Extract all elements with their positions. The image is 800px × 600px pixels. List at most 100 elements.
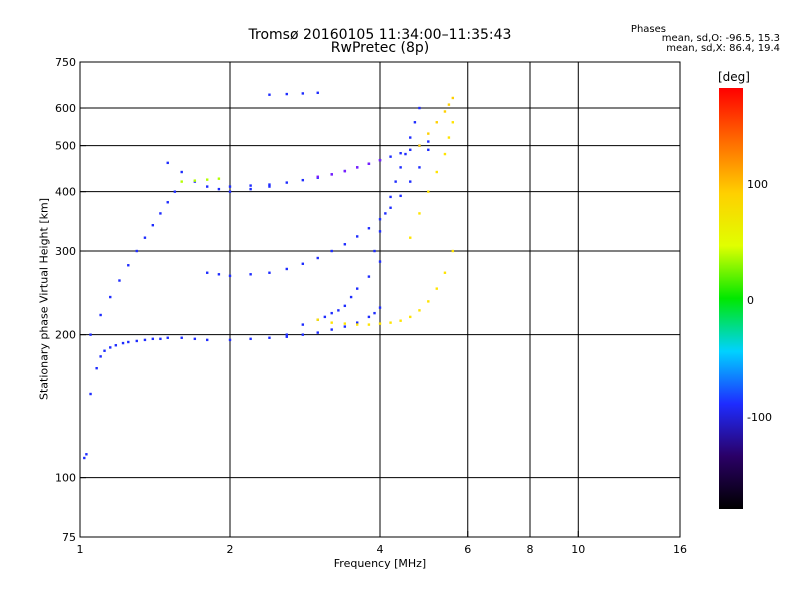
data-point bbox=[435, 287, 438, 290]
y-tick-label: 75 bbox=[62, 531, 76, 544]
data-point bbox=[399, 194, 402, 198]
data-point bbox=[159, 212, 162, 215]
data-point bbox=[205, 338, 209, 342]
x-tick-label: 16 bbox=[673, 543, 687, 556]
data-point bbox=[89, 392, 92, 396]
data-point bbox=[193, 179, 197, 182]
data-point bbox=[355, 287, 359, 290]
data-point bbox=[228, 274, 232, 278]
phase-colorbar bbox=[719, 88, 743, 509]
colorbar-label: [deg] bbox=[718, 70, 750, 84]
data-point bbox=[193, 337, 197, 341]
data-point bbox=[418, 212, 421, 215]
data-point bbox=[301, 178, 305, 182]
chart-subtitle: RwPretec (8p) bbox=[330, 40, 430, 56]
data-point bbox=[443, 110, 447, 113]
x-tick-label: 6 bbox=[464, 543, 471, 556]
data-point bbox=[217, 177, 221, 180]
x-tick-label: 10 bbox=[571, 543, 585, 556]
data-point bbox=[409, 236, 412, 239]
data-point bbox=[127, 264, 130, 267]
y-tick-label: 100 bbox=[55, 472, 76, 485]
data-point bbox=[301, 323, 305, 326]
x-tick-label: 1 bbox=[77, 543, 84, 556]
data-point bbox=[109, 346, 112, 349]
data-point bbox=[378, 230, 382, 233]
data-point bbox=[205, 178, 209, 181]
data-point bbox=[109, 295, 112, 299]
data-point bbox=[418, 309, 421, 312]
data-point bbox=[285, 267, 288, 271]
data-point bbox=[285, 333, 288, 336]
data-point bbox=[268, 93, 271, 96]
data-point bbox=[166, 201, 169, 204]
data-point bbox=[389, 206, 392, 209]
data-point bbox=[435, 121, 438, 124]
data-point bbox=[127, 340, 130, 344]
data-point bbox=[268, 271, 271, 274]
data-point bbox=[89, 333, 92, 336]
data-point bbox=[399, 152, 402, 155]
data-point bbox=[285, 181, 288, 184]
data-point bbox=[435, 170, 438, 174]
data-point bbox=[135, 249, 138, 253]
data-point bbox=[268, 336, 271, 339]
phase-x-stats: mean, sd,X: 86.4, 19.4 bbox=[666, 43, 780, 54]
data-point bbox=[451, 249, 455, 253]
data-point bbox=[268, 185, 271, 188]
data-point bbox=[268, 183, 271, 186]
data-point bbox=[180, 180, 183, 183]
x-tick-label: 2 bbox=[227, 543, 234, 556]
data-point bbox=[343, 243, 347, 246]
data-point bbox=[166, 161, 169, 165]
data-point bbox=[103, 349, 106, 352]
y-axis-label: Stationary phase Virtual Height [km] bbox=[37, 197, 51, 401]
data-point bbox=[285, 92, 288, 96]
data-point bbox=[316, 175, 319, 178]
data-point bbox=[427, 300, 430, 303]
data-point bbox=[355, 235, 359, 238]
data-point bbox=[99, 313, 102, 317]
data-point bbox=[451, 96, 455, 100]
data-point bbox=[166, 336, 169, 339]
data-point bbox=[173, 190, 177, 193]
data-point bbox=[373, 311, 376, 315]
data-point bbox=[151, 337, 155, 341]
colorbar-tick-minus100: -100 bbox=[747, 411, 772, 424]
data-point bbox=[404, 152, 407, 156]
data-point bbox=[330, 173, 333, 176]
data-point bbox=[205, 185, 209, 188]
data-point bbox=[367, 275, 371, 278]
data-point bbox=[205, 271, 209, 274]
data-point bbox=[343, 304, 347, 308]
y-tick-label: 300 bbox=[55, 245, 76, 258]
data-point bbox=[394, 180, 397, 183]
chart-title: Tromsø 20160105 11:34:00–11:35:43 bbox=[248, 27, 512, 43]
data-point bbox=[316, 91, 319, 94]
y-tick-label: 750 bbox=[55, 56, 76, 69]
data-point bbox=[427, 132, 430, 135]
data-point bbox=[451, 121, 455, 124]
data-point bbox=[217, 273, 221, 276]
data-point bbox=[135, 339, 138, 343]
data-point bbox=[249, 273, 252, 276]
data-point bbox=[114, 344, 118, 347]
data-point bbox=[99, 355, 102, 358]
data-point bbox=[330, 321, 333, 324]
x-tick-label: 8 bbox=[527, 543, 534, 556]
data-point bbox=[399, 319, 402, 322]
phase-o-stats: mean, sd,O: -96.5, 15.3 bbox=[661, 33, 780, 44]
data-point bbox=[378, 306, 382, 309]
data-point bbox=[378, 322, 382, 325]
data-point bbox=[143, 236, 147, 239]
data-point bbox=[443, 271, 447, 274]
data-point bbox=[427, 190, 430, 193]
data-point bbox=[367, 315, 371, 319]
phase-heading: Phases bbox=[630, 24, 666, 35]
data-point bbox=[316, 318, 319, 321]
data-point bbox=[384, 212, 387, 215]
data-point bbox=[83, 456, 86, 460]
data-point bbox=[367, 227, 371, 230]
data-point bbox=[367, 162, 371, 165]
